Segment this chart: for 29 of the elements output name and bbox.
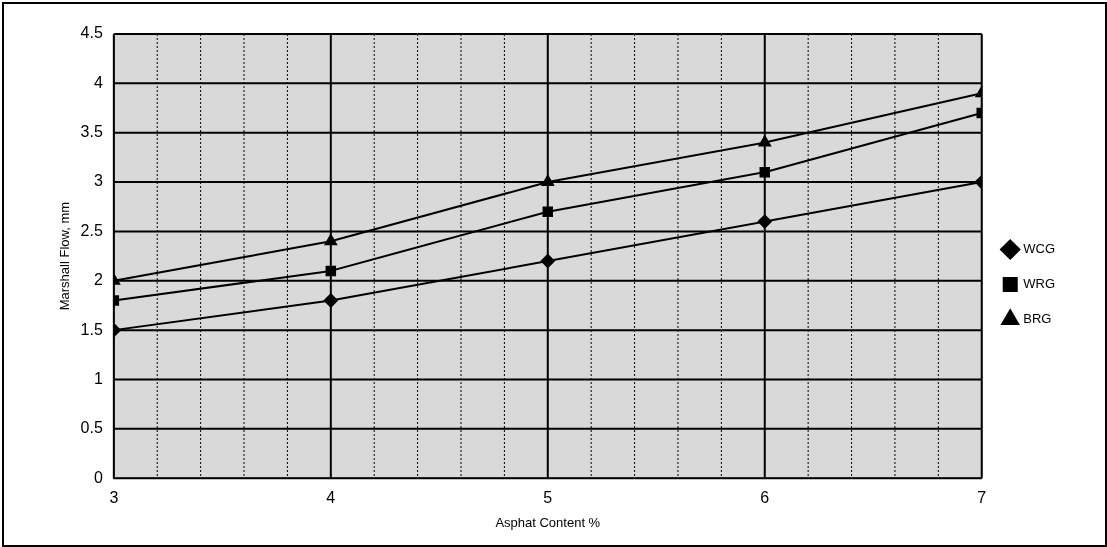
legend-label: WCG xyxy=(1023,241,1056,257)
y-tick-label: 1.5 xyxy=(80,320,103,338)
legend-label: WRG xyxy=(1023,276,1056,292)
x-tick-label: 3 xyxy=(109,489,119,507)
y-tick-label: 0.5 xyxy=(80,419,103,437)
point xyxy=(325,265,337,277)
y-tick-label: 3 xyxy=(93,172,103,190)
y-tick-label: 3.5 xyxy=(80,123,103,141)
y-tick-label: 4 xyxy=(93,73,103,91)
point xyxy=(323,293,338,308)
y-tick-label: 2.5 xyxy=(80,221,103,239)
legend-label: BRG xyxy=(1023,311,1052,327)
x-tick-label: 5 xyxy=(543,489,553,507)
point xyxy=(758,135,771,147)
point xyxy=(757,214,772,229)
point xyxy=(324,234,338,246)
y-tick-label: 2 xyxy=(93,271,103,289)
y-tick-label: 4.5 xyxy=(80,24,103,42)
point xyxy=(540,254,555,269)
x-tick-label: 6 xyxy=(760,489,770,507)
x-tick-label: 7 xyxy=(977,489,987,507)
point xyxy=(759,166,770,178)
y-tick-label: 0 xyxy=(93,468,103,486)
x-tick-label: 4 xyxy=(326,489,336,507)
x-axis-title: Asphat Content % xyxy=(495,514,601,530)
point xyxy=(542,206,554,217)
y-tick-label: 1 xyxy=(93,369,103,387)
point xyxy=(541,175,554,187)
y-axis-title: Marshall Flow, mm xyxy=(57,201,73,311)
